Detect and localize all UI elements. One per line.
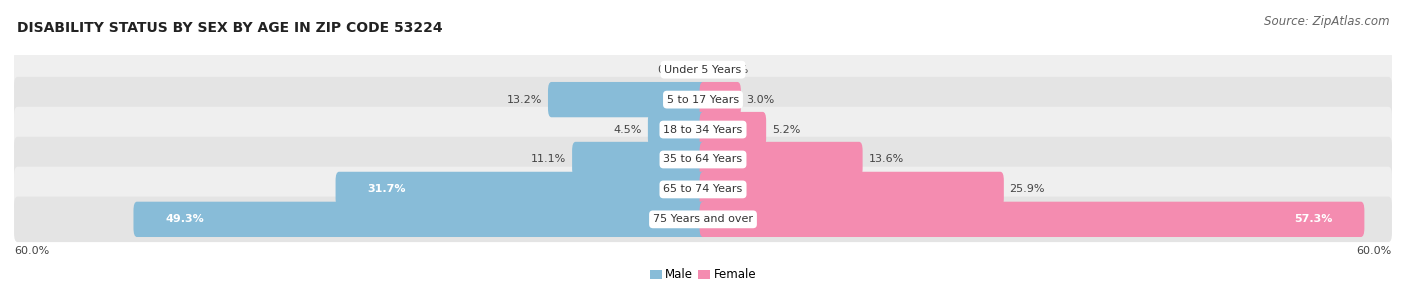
FancyBboxPatch shape [14,77,1392,123]
Text: Under 5 Years: Under 5 Years [665,65,741,75]
Text: 5.2%: 5.2% [772,125,800,135]
Text: 60.0%: 60.0% [1357,246,1392,256]
Text: 35 to 64 Years: 35 to 64 Years [664,154,742,164]
FancyBboxPatch shape [700,172,1004,207]
Text: 3.0%: 3.0% [747,95,775,105]
FancyBboxPatch shape [134,202,706,237]
FancyBboxPatch shape [648,112,706,147]
Text: 49.3%: 49.3% [166,214,204,224]
Text: 0.0%: 0.0% [720,65,748,75]
FancyBboxPatch shape [336,172,706,207]
FancyBboxPatch shape [548,82,706,117]
FancyBboxPatch shape [14,47,1392,92]
FancyBboxPatch shape [700,82,741,117]
Text: Source: ZipAtlas.com: Source: ZipAtlas.com [1264,15,1389,28]
Text: 60.0%: 60.0% [14,246,49,256]
Text: 13.6%: 13.6% [869,154,904,164]
FancyBboxPatch shape [14,167,1392,212]
Text: 0.0%: 0.0% [658,65,686,75]
FancyBboxPatch shape [700,112,766,147]
FancyBboxPatch shape [700,142,863,177]
FancyBboxPatch shape [14,197,1392,242]
Text: 65 to 74 Years: 65 to 74 Years [664,185,742,195]
Text: 4.5%: 4.5% [614,125,643,135]
Text: 11.1%: 11.1% [531,154,567,164]
Legend: Male, Female: Male, Female [645,264,761,286]
Text: 75 Years and over: 75 Years and over [652,214,754,224]
Text: 57.3%: 57.3% [1294,214,1333,224]
FancyBboxPatch shape [14,107,1392,152]
Text: 31.7%: 31.7% [368,185,406,195]
Text: DISABILITY STATUS BY SEX BY AGE IN ZIP CODE 53224: DISABILITY STATUS BY SEX BY AGE IN ZIP C… [17,21,443,35]
FancyBboxPatch shape [14,137,1392,182]
Text: 13.2%: 13.2% [508,95,543,105]
Text: 18 to 34 Years: 18 to 34 Years [664,125,742,135]
FancyBboxPatch shape [572,142,706,177]
Text: 5 to 17 Years: 5 to 17 Years [666,95,740,105]
Text: 25.9%: 25.9% [1010,185,1045,195]
FancyBboxPatch shape [700,202,1364,237]
